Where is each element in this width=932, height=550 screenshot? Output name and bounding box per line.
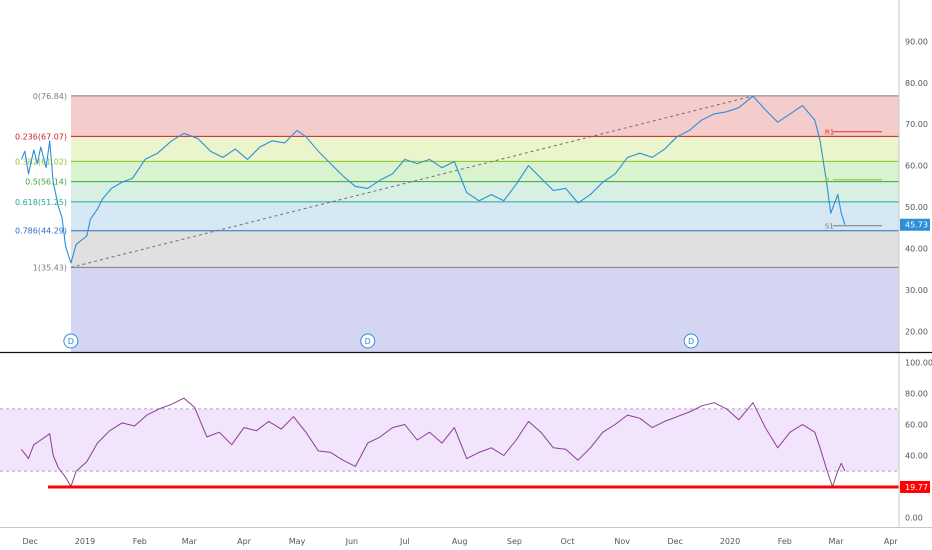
support-line-label: 19.77 [905,483,928,492]
indicator-axis-tick-label: 60.00 [905,420,928,429]
price-line [20,95,846,264]
price-axis-tick-label: 80.00 [905,79,928,88]
fib-level-label: 0.5(56.14) [25,178,67,187]
indicator-axis-tick-label: 0.00 [905,514,923,523]
time-axis-tick-label: Mar [182,537,198,546]
time-axis-tick-label: 2020 [720,537,740,546]
dividend-marker [63,333,79,349]
last-price-label: 45.73 [905,221,928,230]
price-panel: 0(76.84) 0.236(67.07) 0.382(61.02) 0.5(56.1… [15,37,930,352]
dividend-marker-label: D [688,337,694,346]
time-axis-tick-label: Jul [399,537,410,546]
price-axis-tick-label: 70.00 [905,120,928,129]
time-axis-tick-label: Dec [22,537,37,546]
fib-level-label: 0.382(61.02) [15,157,67,166]
time-axis-tick-label: Feb [778,537,792,546]
fib-level-label: 0.786(44.29) [15,227,67,236]
time-axis-tick-label: Aug [452,537,468,546]
indicator-axis-tick-label: 40.00 [905,452,928,461]
time-axis-tick-label: Nov [614,537,630,546]
dividend-marker [683,333,699,349]
pivot-label: R1 [825,129,834,137]
indicator-band [0,408,899,472]
time-axis: Dec 2019 Feb Mar Apr May Jun Jul Aug Sep Oct Nov Dec… [0,527,932,546]
pivot-label: P [825,177,829,185]
fib-zone [71,161,899,182]
time-axis-tick-label: Oct [561,537,575,546]
time-axis-tick-label: Sep [507,537,522,546]
fib-zone [71,267,899,352]
price-axis-tick-label: 40.00 [905,244,928,253]
pivot-label: S1 [825,223,834,231]
price-axis-tick-label: 60.00 [905,162,928,171]
price-axis-tick-label: 20.00 [905,327,928,336]
fib-zone [71,230,899,268]
dividend-marker-label: D [365,337,371,346]
fib-level-label: 0.618(51.25) [15,198,67,207]
time-axis-tick-label: Jun [345,537,359,546]
dividend-marker-label: D [68,337,74,346]
time-axis-tick-label: Feb [133,537,147,546]
price-axis-tick-label: 50.00 [905,203,928,212]
fib-zone [71,136,899,162]
dividend-marker [360,333,376,349]
price-axis-tick-label: 30.00 [905,286,928,295]
time-axis-tick-label: Apr [237,537,252,546]
time-axis-tick-label: 2019 [75,537,95,546]
support-line-badge [900,480,930,493]
indicator-line [21,397,846,488]
fib-zone [71,95,899,137]
fib-level-label: 0(76.84) [33,92,67,101]
last-price-badge [900,218,930,231]
price-axis-tick-label: 90.00 [905,37,928,46]
fib-level-label: 0.236(67.07) [15,132,67,141]
time-axis-tick-label: May [289,537,306,546]
time-axis-tick-label: Mar [828,537,844,546]
indicator-axis-tick-label: 80.00 [905,389,928,398]
indicator-axis-tick-label: 100.00 [905,358,932,367]
time-axis-tick-label: Dec [667,537,682,546]
fib-zone [71,201,899,231]
time-axis-tick-label: Apr [884,537,899,546]
fib-zone [71,181,899,202]
fib-level-label: 1(35.43) [33,263,67,272]
